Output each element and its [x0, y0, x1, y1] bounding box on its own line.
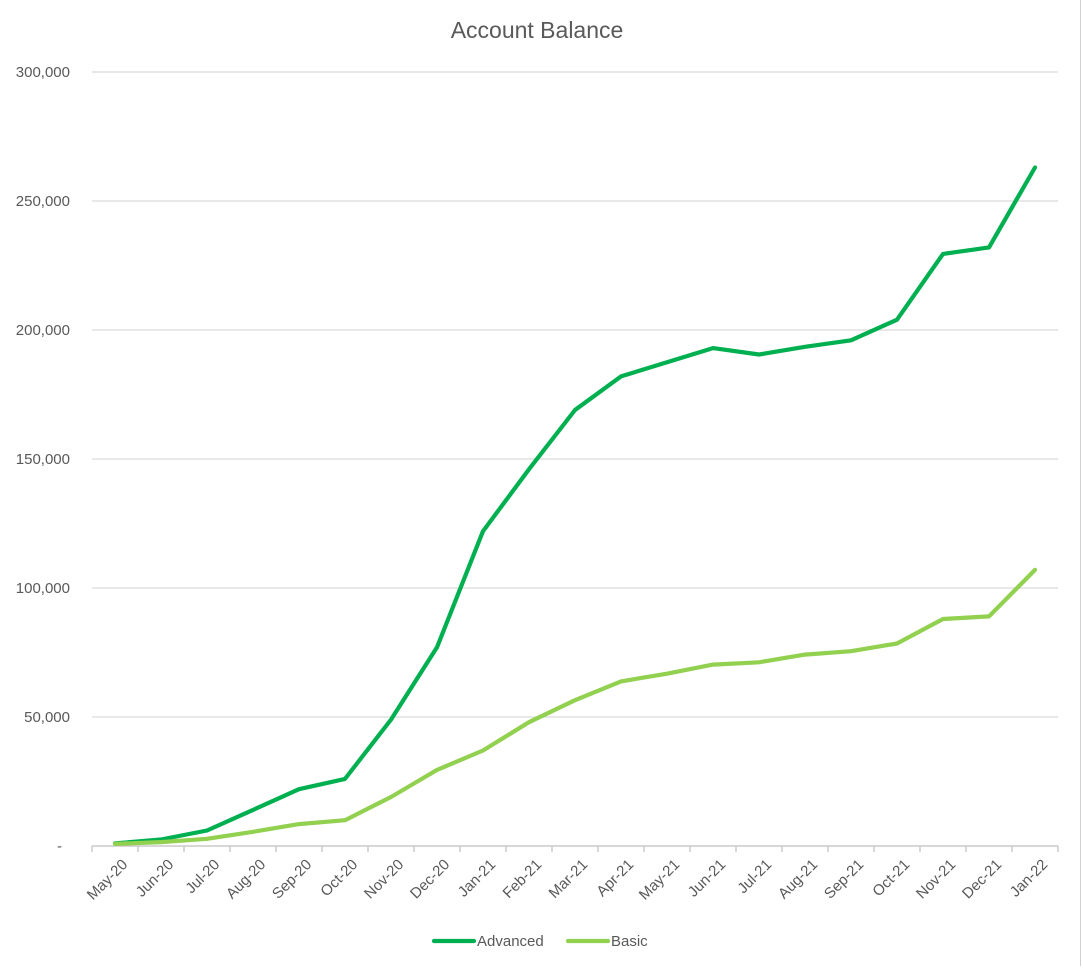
- x-tick-label: Sep-20: [269, 856, 315, 902]
- legend: Advanced Basic: [431, 933, 648, 950]
- x-tick-label: May-20: [84, 856, 131, 903]
- chart-title: Account Balance: [451, 17, 624, 43]
- x-tick-label: Feb-21: [500, 856, 546, 902]
- x-tick-label: Jan-22: [1007, 856, 1051, 900]
- right-divider: [1080, 0, 1081, 966]
- x-tick-label: Oct-21: [869, 856, 913, 900]
- x-tick-label: Sep-21: [821, 856, 867, 902]
- x-tick-label: Jun-20: [133, 856, 177, 900]
- x-tick-label: Nov-20: [361, 856, 407, 902]
- gridlines: [92, 71, 1058, 718]
- legend-label-basic: Basic: [611, 933, 648, 950]
- y-tick-label: -: [57, 838, 62, 855]
- x-tick-label: Aug-20: [223, 856, 269, 902]
- series-line-advanced: [112, 165, 1038, 846]
- x-tick-label: May-21: [636, 856, 683, 903]
- y-tick-label: 150,000: [16, 451, 70, 468]
- y-tick-label: 300,000: [16, 64, 70, 81]
- x-tick-label: Jun-21: [685, 856, 729, 900]
- y-tick-label: 50,000: [24, 709, 70, 726]
- x-tick-label: Jul-20: [182, 856, 223, 897]
- x-axis: May-20 Jun-20 Jul-20 Aug-20 Sep-20 Oct-20 Nov-…: [84, 845, 1059, 904]
- y-tick-label: 200,000: [16, 322, 70, 339]
- series-line-basic: [112, 567, 1038, 847]
- y-axis: - 50,000 100,000 150,000 200,000 250,000 300,0…: [16, 64, 70, 855]
- x-tick-label: Aug-21: [775, 856, 821, 902]
- y-tick-label: 100,000: [16, 580, 70, 597]
- x-tick-label: Nov-21: [913, 856, 959, 902]
- y-tick-label: 250,000: [16, 193, 70, 210]
- legend-label-advanced: Advanced: [477, 933, 544, 950]
- series-lines: [112, 165, 1038, 847]
- x-tick-label: Apr-21: [593, 856, 637, 900]
- x-tick-label: Dec-21: [959, 856, 1005, 902]
- x-tick-label: Jan-21: [455, 856, 499, 900]
- x-tick-label: Mar-21: [546, 856, 592, 902]
- x-tick-label: Oct-20: [317, 856, 361, 900]
- x-tick-label: Jul-21: [734, 856, 775, 897]
- x-tick-label: Dec-20: [407, 856, 453, 902]
